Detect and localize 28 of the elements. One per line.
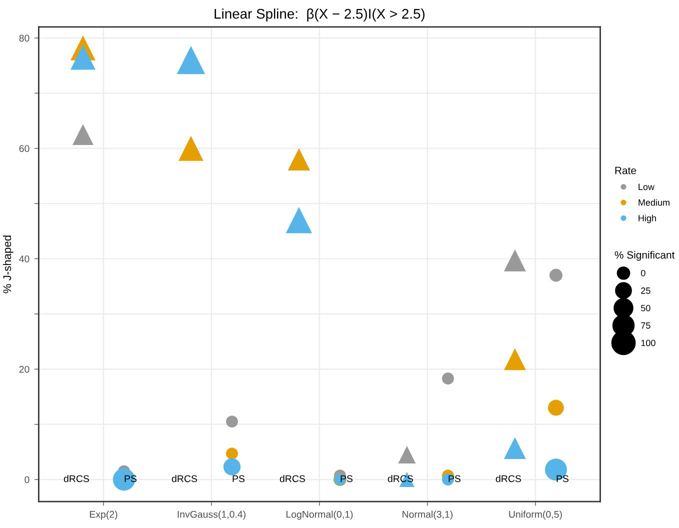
legend-title: Rate [615, 166, 636, 174]
text: % Significant [614, 251, 675, 261]
annotation: dRCS [64, 474, 90, 482]
legend-label: 75 [641, 322, 650, 329]
legend-label: 25 [641, 287, 650, 294]
x-tick-label: Normal(3,1) [402, 510, 453, 520]
y-tick-label: 40 [19, 255, 30, 262]
y-tick-label: 20 [19, 366, 30, 373]
y-tick-label: 80 [19, 34, 30, 42]
annotation: PS [556, 475, 568, 482]
annotation: PS [232, 475, 245, 482]
x-tick-label: InvGauss(1,0.4) [178, 510, 246, 520]
x-tick-label: Exp(2) [90, 510, 118, 520]
legend-label: Medium [638, 199, 670, 206]
x-tick-label: LogNormal(0,1) [286, 510, 353, 520]
annotation: dRCS [280, 474, 305, 482]
annotation: dRCS [172, 474, 198, 482]
legend-label: Low [638, 184, 655, 190]
y-tick-label: 0 [24, 476, 30, 484]
legend-label: High [638, 214, 656, 224]
x-tick-label: Uniform(0,5) [509, 510, 562, 520]
y-tick-label: 60 [19, 145, 30, 152]
y-axis-title: % J-shaped [2, 236, 14, 294]
annotation: dRCS [496, 474, 521, 482]
legend-label: 0 [641, 270, 646, 276]
chart-title: Linear Spline: β(X − 2.5)I(X > 2.5) [214, 8, 425, 22]
legend-label: 100 [641, 340, 656, 346]
legend-label: 50 [641, 304, 650, 312]
